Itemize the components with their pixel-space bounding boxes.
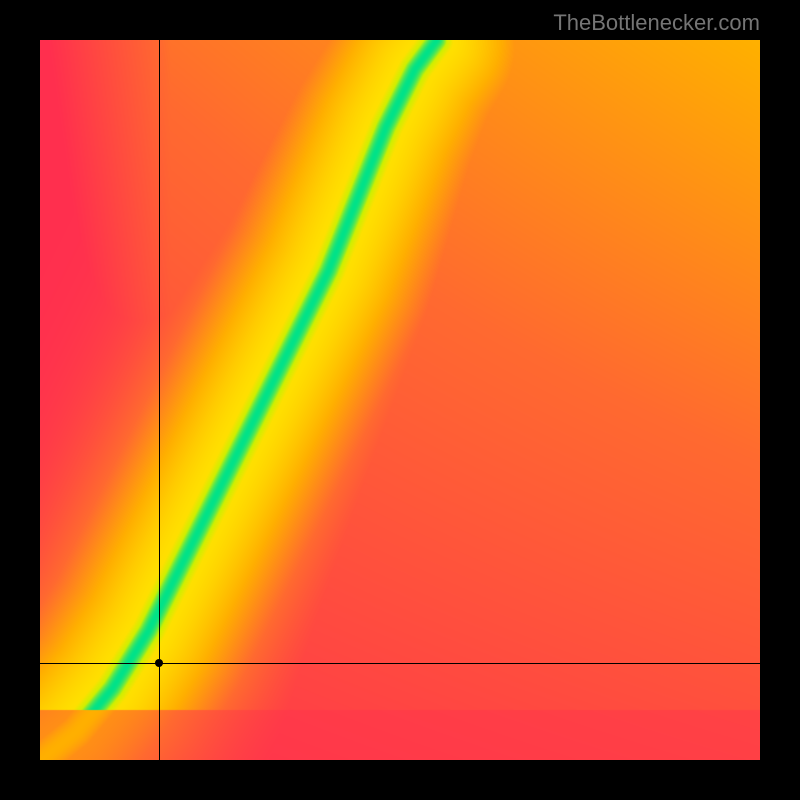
heatmap-canvas <box>40 40 760 760</box>
crosshair-marker-dot <box>155 659 163 667</box>
crosshair-vertical <box>159 40 160 760</box>
watermark-text: TheBottlenecker.com <box>553 10 760 36</box>
heatmap-plot-area <box>40 40 760 760</box>
crosshair-horizontal <box>40 663 760 664</box>
